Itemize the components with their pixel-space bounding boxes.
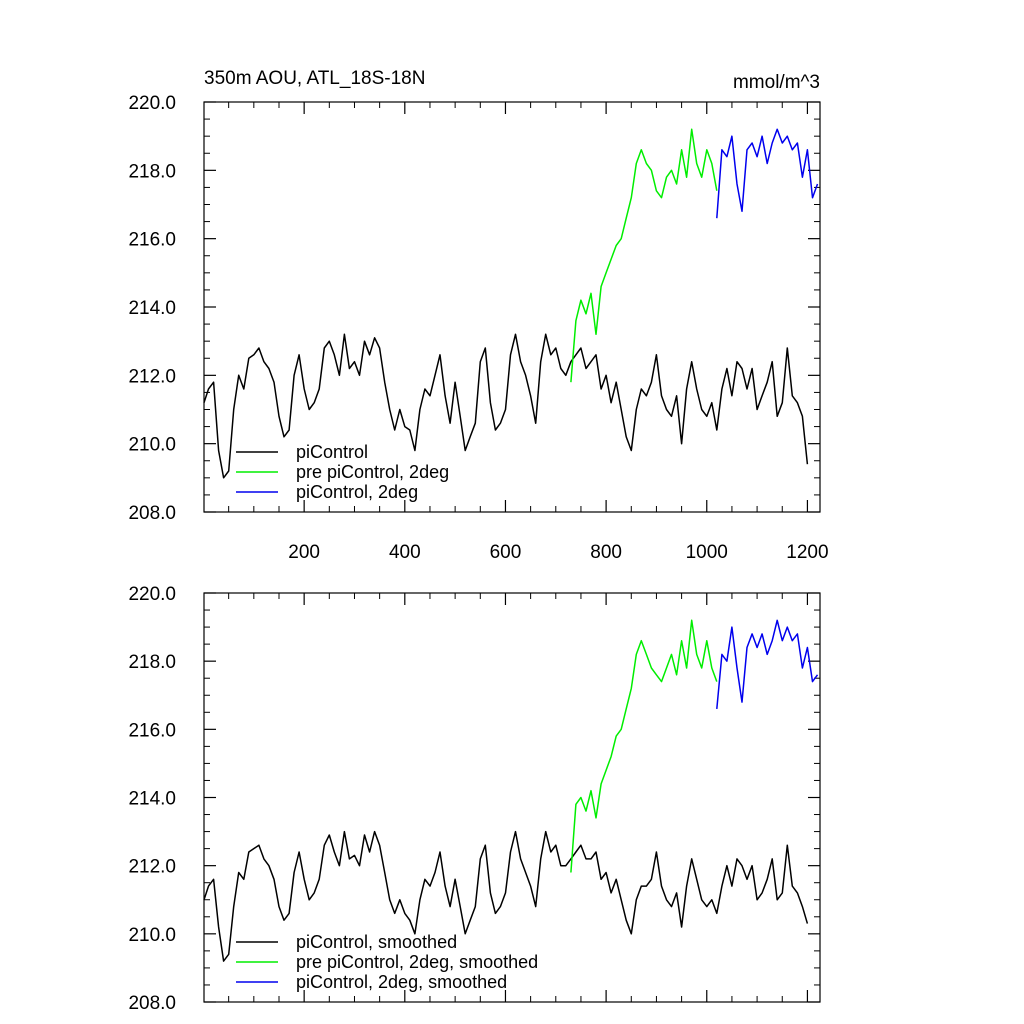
y-tick-label: 214.0: [128, 789, 176, 810]
series-line-2: [570, 619, 718, 873]
legend-label: piControl, 2deg: [296, 482, 418, 502]
plot-panel-1: 208.0 210.0 212.0 214.0 216.0 218.0 220.0 200 40…: [128, 93, 828, 563]
chart-title: 350m AOU, ATL_18S-18N: [204, 68, 425, 89]
y-tick-label: 218.0: [128, 652, 176, 673]
y-tick-label: 214.0: [128, 298, 176, 319]
series-line-1: [203, 333, 809, 479]
y-tick-label: 210.0: [128, 925, 176, 946]
y-tick-label: 212.0: [128, 366, 176, 387]
y-tick-label: 216.0: [128, 720, 176, 741]
y-tick-label: 220.0: [128, 93, 176, 114]
plot-panel-2: 208.0 210.0 212.0 214.0 216.0 218.0 220.0 piCon…: [128, 584, 821, 1014]
series-line-3: [716, 619, 819, 709]
y-tick-label: 216.0: [128, 230, 176, 251]
legend-label: piControl, 2deg, smoothed: [296, 972, 507, 992]
legend-label: pre piControl, 2deg: [296, 462, 449, 482]
y-tick-label: 212.0: [128, 857, 176, 878]
units-label: mmol/m^3: [733, 72, 820, 93]
y-tick-label: 218.0: [128, 161, 176, 182]
series-line-1: [203, 830, 809, 962]
x-tick-label: 800: [590, 542, 622, 563]
y-tick-label: 220.0: [128, 584, 176, 605]
legend-label: piControl: [296, 442, 368, 462]
x-tick-label: 400: [389, 542, 421, 563]
legend-label: pre piControl, 2deg, smoothed: [296, 952, 538, 972]
series-line-2: [570, 128, 718, 383]
y-tick-label: 208.0: [128, 993, 176, 1014]
x-tick-label: 1000: [686, 542, 728, 563]
y-tick-label: 210.0: [128, 435, 176, 456]
x-tick-label: 1200: [786, 542, 828, 563]
y-tick-label: 208.0: [128, 503, 176, 524]
legend-label: piControl, smoothed: [296, 932, 457, 952]
x-tick-label: 600: [490, 542, 522, 563]
x-tick-label: 200: [288, 542, 320, 563]
series-line-3: [716, 128, 819, 219]
